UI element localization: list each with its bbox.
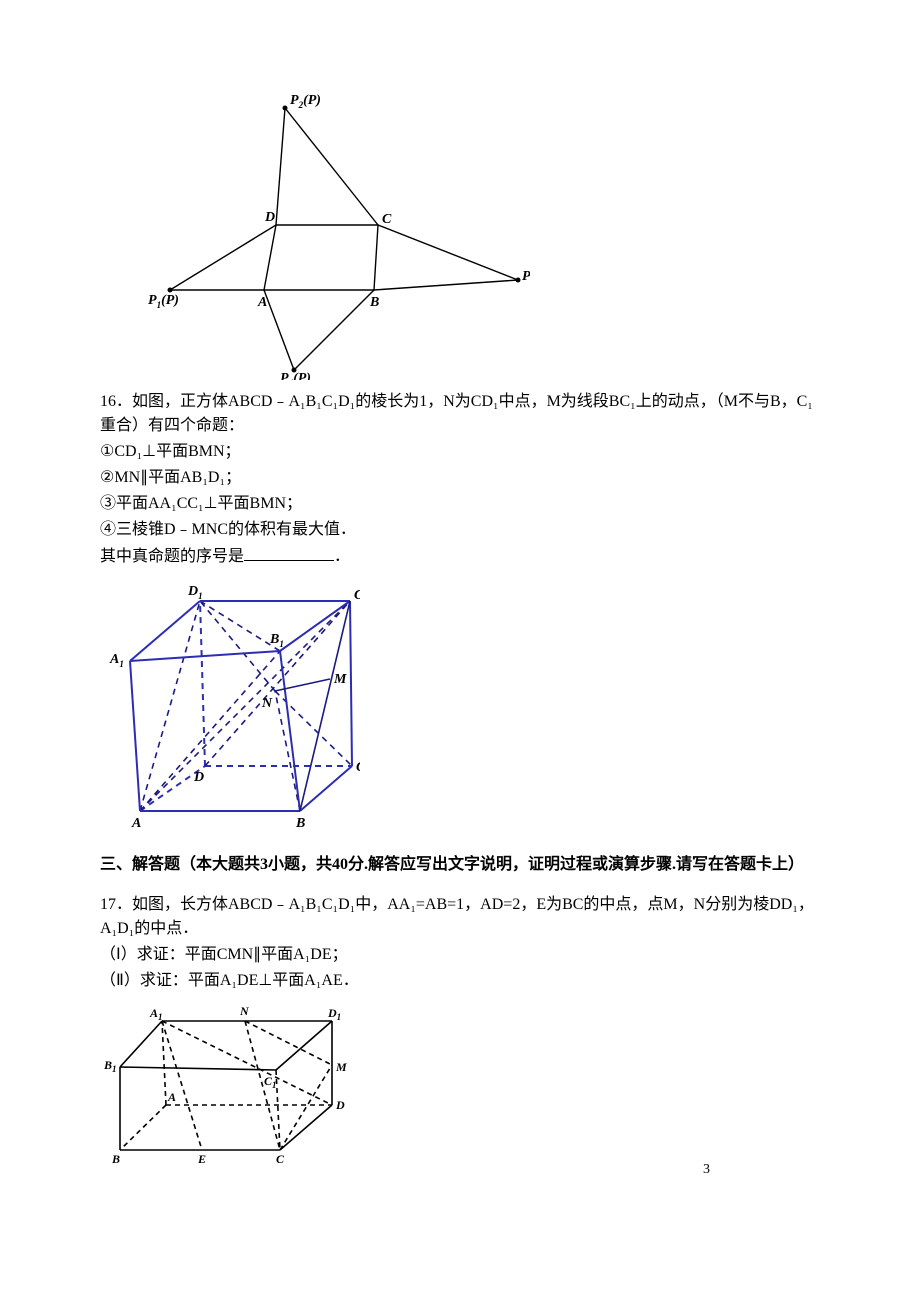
svg-text:M: M	[335, 1060, 347, 1074]
svg-text:N: N	[239, 1004, 250, 1018]
svg-text:P4(P): P4(P)	[280, 371, 311, 380]
figure-q17: B E C A D B1 C1 A1 D1 N M	[100, 995, 820, 1173]
q17-part-2: （Ⅱ）求证：平面A₁DE⊥平面A₁AE．	[100, 969, 820, 993]
svg-text:B: B	[111, 1152, 120, 1165]
svg-text:B1: B1	[103, 1058, 117, 1074]
svg-text:C: C	[382, 212, 392, 227]
svg-text:P1(P): P1(P)	[148, 293, 179, 310]
svg-text:A: A	[167, 1090, 176, 1104]
figure-q16: A B C D A1 B1 C1 D1 M N	[100, 571, 820, 839]
section3-head: 三、解答题（本大题共3小题，共40分.解答应写出文字说明，证明过程或演算步骤.请…	[100, 853, 820, 877]
svg-text:P2(P): P2(P)	[290, 93, 321, 110]
svg-text:P3(P): P3(P)	[522, 269, 530, 286]
svg-text:E: E	[197, 1152, 206, 1165]
q16-item-3: ③平面AA₁CC₁⊥平面BMN；	[100, 492, 820, 516]
q16-tail-pre: 其中真命题的序号是	[100, 548, 244, 565]
svg-text:M: M	[333, 672, 347, 687]
q17-part-1: （Ⅰ）求证：平面CMN∥平面A₁DE；	[100, 943, 820, 967]
svg-text:B1: B1	[269, 632, 284, 649]
q16-tail-post: ．	[334, 548, 350, 565]
svg-text:C1: C1	[264, 1074, 277, 1090]
svg-text:D: D	[335, 1098, 345, 1112]
svg-text:A: A	[257, 295, 267, 310]
svg-text:C1: C1	[354, 588, 360, 605]
svg-text:C: C	[356, 760, 360, 775]
svg-text:D: D	[193, 770, 204, 785]
q16-tail: 其中真命题的序号是 ．	[100, 544, 820, 569]
svg-text:C: C	[276, 1152, 285, 1165]
q16-item-1: ①CD₁⊥平面BMN；	[100, 440, 820, 464]
svg-text:A1: A1	[109, 652, 124, 669]
svg-text:A: A	[131, 816, 141, 831]
answer-blank	[244, 544, 334, 561]
figure-q15: P2(P) D C P1(P) A B P3(P) P4(P)	[130, 90, 820, 388]
q17-lead: 17．如图，长方体ABCD﹣A₁B₁C₁D₁中，AA₁=AB=1，AD=2，E为…	[100, 893, 820, 941]
svg-text:D1: D1	[327, 1006, 341, 1022]
q16-item-4: ④三棱锥D﹣MNC的体积有最大值．	[100, 518, 820, 542]
svg-text:A1: A1	[149, 1006, 163, 1022]
q16-item-2: ②MN∥平面AB₁D₁；	[100, 466, 820, 490]
svg-text:D1: D1	[187, 584, 203, 601]
svg-text:N: N	[261, 696, 273, 711]
q16-lead: 16．如图，正方体ABCD﹣A₁B₁C₁D₁的棱长为1，N为CD₁中点，M为线段…	[100, 390, 820, 438]
page-number: 3	[703, 1159, 710, 1180]
svg-text:B: B	[369, 295, 379, 310]
svg-text:D: D	[264, 210, 275, 225]
svg-text:B: B	[295, 816, 305, 831]
